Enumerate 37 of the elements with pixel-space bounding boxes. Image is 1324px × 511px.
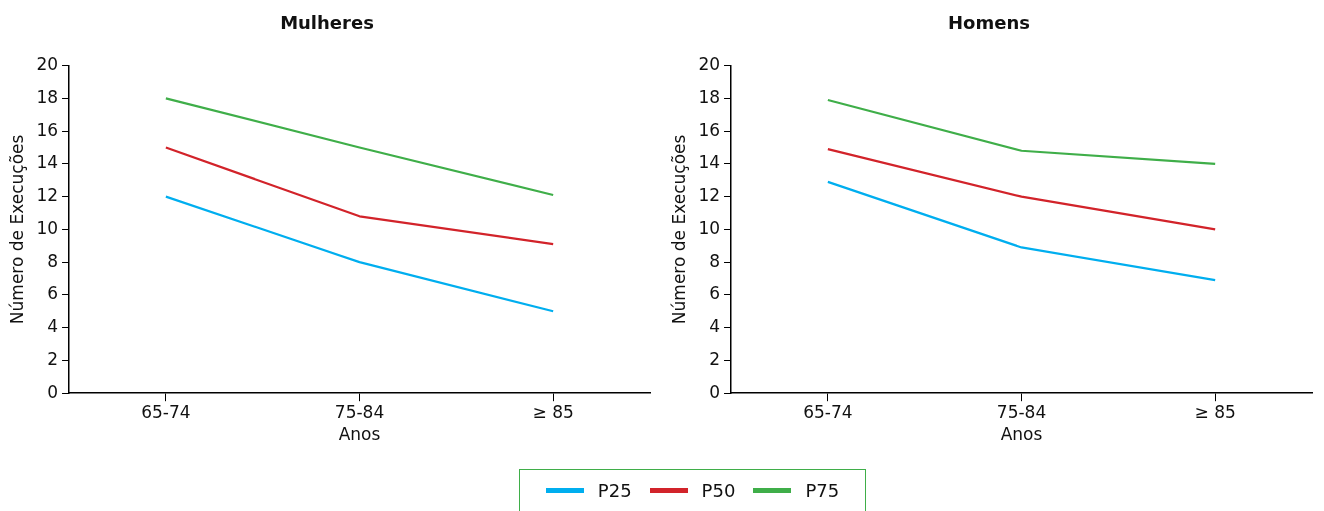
y-tick-label: 2	[709, 348, 721, 369]
y-tick-label: 14	[36, 152, 59, 173]
y-tick-label: 10	[698, 217, 721, 238]
y-tick-label: 8	[47, 250, 59, 271]
x-axis-title: Anos	[338, 424, 381, 445]
x-tick-label: ≥ 85	[532, 401, 574, 422]
chart-title: Homens	[948, 12, 1030, 34]
y-tick-label: 18	[698, 86, 721, 107]
y-axis-title: Número de Execuções	[6, 134, 27, 325]
x-tick-label: 65-74	[141, 401, 191, 422]
x-axis-title: Anos	[1000, 424, 1043, 445]
y-tick-label: 16	[36, 119, 59, 140]
legend-label: P25	[597, 480, 632, 501]
y-tick-label: 12	[36, 185, 59, 206]
x-tick-label: 75-84	[996, 401, 1047, 422]
y-tick-label: 4	[47, 316, 59, 337]
y-axis-title: Número de Execuções	[668, 134, 689, 325]
y-tick-label: 12	[698, 185, 721, 206]
y-tick-label: 6	[709, 283, 721, 304]
y-tick-label: 6	[47, 283, 59, 304]
y-tick-label: 0	[47, 381, 59, 402]
y-tick-label: 14	[698, 152, 721, 173]
x-tick-label: 65-74	[803, 401, 853, 422]
legend-label: P75	[805, 480, 840, 501]
y-tick-label: 2	[47, 348, 59, 369]
y-tick-label: 16	[698, 119, 721, 140]
chart-title: Mulheres	[280, 12, 374, 34]
y-tick-label: 20	[36, 54, 59, 75]
x-tick-label: 75-84	[334, 401, 385, 422]
y-tick-label: 10	[36, 217, 59, 238]
y-tick-label: 8	[709, 250, 721, 271]
y-tick-label: 4	[709, 316, 721, 337]
x-tick-label: ≥ 85	[1194, 401, 1236, 422]
y-tick-label: 20	[698, 54, 721, 75]
legend-label: P50	[701, 480, 736, 501]
y-tick-label: 18	[36, 86, 59, 107]
y-tick-label: 0	[709, 381, 721, 402]
